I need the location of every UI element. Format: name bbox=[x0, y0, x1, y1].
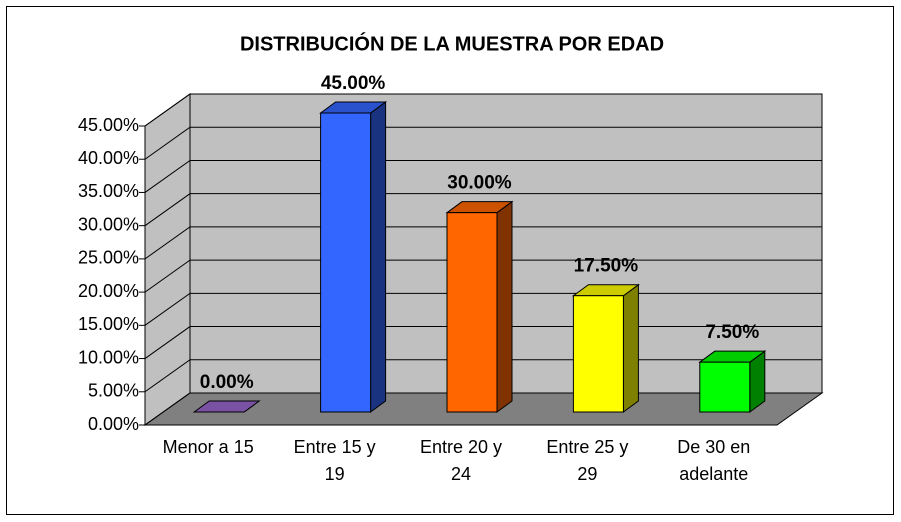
bar-side bbox=[370, 101, 387, 413]
y-tick-label: 30.00% bbox=[78, 214, 139, 234]
value-label: 0.00% bbox=[200, 372, 254, 393]
x-tick-label: De 30 en adelante bbox=[677, 437, 751, 484]
value-label: 17.50% bbox=[574, 256, 639, 277]
grid-line bbox=[144, 259, 822, 293]
grid-line bbox=[144, 193, 822, 227]
y-tick-label: 20.00% bbox=[78, 281, 139, 301]
bar-side bbox=[622, 283, 639, 413]
y-tick-label: 15.00% bbox=[78, 314, 139, 334]
x-tick-label: Menor a 15 bbox=[162, 437, 254, 457]
grid-line bbox=[144, 226, 822, 260]
value-label: 30.00% bbox=[447, 173, 512, 194]
y-tick-label: 40.00% bbox=[78, 148, 139, 168]
bar bbox=[320, 112, 372, 413]
value-label: 7.50% bbox=[705, 322, 759, 343]
y-tick-label: 35.00% bbox=[78, 181, 139, 201]
y-tick-label: 25.00% bbox=[78, 248, 139, 268]
chart-title: DISTRIBUCIÓN DE LA MUESTRA POR EDAD bbox=[240, 31, 664, 55]
grid-line bbox=[144, 126, 822, 160]
bar bbox=[572, 295, 624, 413]
x-tick-label: Entre 20 y 24 bbox=[419, 437, 503, 484]
value-label: 45.00% bbox=[321, 73, 386, 94]
grid-line bbox=[144, 93, 822, 127]
bar bbox=[446, 212, 498, 413]
bar bbox=[699, 361, 751, 413]
grid-line bbox=[144, 159, 822, 193]
y-tick-label: 0.00% bbox=[88, 414, 139, 434]
bar-top bbox=[192, 400, 261, 413]
y-tick-label: 10.00% bbox=[78, 347, 139, 367]
y-tick-label: 5.00% bbox=[88, 381, 139, 401]
y-tick-label: 45.00% bbox=[78, 115, 139, 135]
x-tick-label: Entre 15 y 19 bbox=[293, 437, 376, 484]
bar-side bbox=[496, 200, 513, 413]
x-tick-label: Entre 25 y 29 bbox=[546, 437, 629, 484]
